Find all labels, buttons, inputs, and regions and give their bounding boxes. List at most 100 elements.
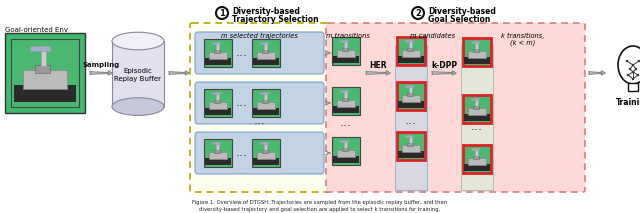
Bar: [407, 48, 413, 51]
Bar: [473, 49, 479, 52]
Bar: [337, 100, 355, 107]
Bar: [468, 158, 486, 166]
Bar: [465, 164, 490, 171]
Bar: [398, 101, 424, 108]
Bar: [260, 92, 268, 94]
Bar: [397, 82, 425, 110]
Bar: [216, 142, 219, 150]
Circle shape: [627, 74, 629, 76]
Bar: [402, 145, 420, 153]
Bar: [468, 108, 486, 115]
Bar: [257, 52, 275, 59]
Bar: [333, 106, 358, 113]
Bar: [405, 40, 413, 42]
Text: ...: ...: [340, 115, 352, 128]
FancyBboxPatch shape: [395, 45, 427, 190]
Bar: [333, 56, 358, 63]
Bar: [205, 58, 230, 65]
Bar: [212, 142, 220, 144]
Bar: [628, 83, 638, 91]
Bar: [397, 37, 425, 65]
Bar: [344, 90, 347, 98]
Text: 1: 1: [219, 9, 225, 17]
Bar: [260, 42, 268, 44]
Bar: [465, 114, 490, 121]
Bar: [257, 102, 275, 109]
Text: 2: 2: [415, 9, 421, 17]
Bar: [214, 150, 220, 153]
Bar: [212, 42, 220, 44]
Bar: [332, 37, 360, 65]
Bar: [471, 98, 479, 100]
Bar: [342, 48, 348, 51]
FancyBboxPatch shape: [461, 45, 493, 190]
Bar: [463, 95, 491, 123]
Bar: [468, 51, 486, 58]
Text: Figure 1: Overview of DTGSH. Trajectories are sampled from the episodic replay b: Figure 1: Overview of DTGSH. Trajectorie…: [193, 200, 447, 212]
Bar: [463, 38, 491, 66]
Bar: [344, 140, 347, 148]
Bar: [253, 158, 278, 165]
Bar: [252, 39, 280, 67]
Text: ...: ...: [236, 96, 248, 109]
Bar: [15, 85, 76, 102]
Bar: [402, 50, 420, 58]
Bar: [209, 152, 227, 160]
Circle shape: [216, 7, 228, 19]
Bar: [476, 98, 477, 106]
Bar: [410, 135, 412, 143]
FancyBboxPatch shape: [195, 32, 324, 74]
Bar: [476, 148, 477, 156]
Text: m selected trajectories: m selected trajectories: [221, 33, 298, 39]
Bar: [35, 65, 50, 73]
Bar: [398, 56, 424, 63]
Bar: [473, 106, 479, 109]
Bar: [340, 140, 348, 142]
Bar: [30, 46, 51, 50]
Bar: [340, 40, 348, 42]
Ellipse shape: [112, 32, 164, 50]
Text: ...: ...: [236, 147, 248, 160]
Bar: [212, 92, 220, 94]
Bar: [209, 52, 227, 59]
Bar: [398, 151, 424, 158]
Bar: [344, 40, 347, 48]
FancyBboxPatch shape: [195, 132, 324, 174]
Bar: [333, 156, 358, 163]
Bar: [463, 145, 491, 173]
Text: ...: ...: [253, 114, 266, 127]
Bar: [205, 108, 230, 115]
Bar: [252, 89, 280, 117]
Bar: [465, 57, 490, 64]
Bar: [214, 50, 220, 53]
Circle shape: [412, 7, 424, 19]
Bar: [216, 42, 219, 50]
Text: Diversity-based: Diversity-based: [232, 7, 300, 16]
Text: Trajectory Selection: Trajectory Selection: [232, 15, 319, 24]
Text: Sampling: Sampling: [83, 62, 120, 68]
Bar: [112, 41, 164, 106]
Bar: [23, 70, 67, 89]
Circle shape: [637, 74, 639, 76]
Bar: [471, 148, 479, 150]
Bar: [402, 95, 420, 102]
Text: ...: ...: [471, 121, 483, 134]
FancyBboxPatch shape: [195, 82, 324, 124]
Bar: [407, 143, 413, 146]
Bar: [209, 102, 227, 109]
Text: m candidates: m candidates: [410, 33, 456, 39]
Text: Goal Selection: Goal Selection: [428, 15, 490, 24]
Bar: [407, 93, 413, 96]
Text: (k < m): (k < m): [510, 40, 536, 46]
Bar: [204, 139, 232, 167]
Bar: [204, 39, 232, 67]
Bar: [342, 148, 348, 151]
FancyBboxPatch shape: [190, 23, 329, 192]
Bar: [337, 150, 355, 157]
Circle shape: [632, 71, 634, 73]
Bar: [252, 139, 280, 167]
Circle shape: [635, 68, 637, 70]
Circle shape: [632, 64, 634, 66]
Bar: [473, 156, 479, 159]
Bar: [5, 33, 85, 113]
